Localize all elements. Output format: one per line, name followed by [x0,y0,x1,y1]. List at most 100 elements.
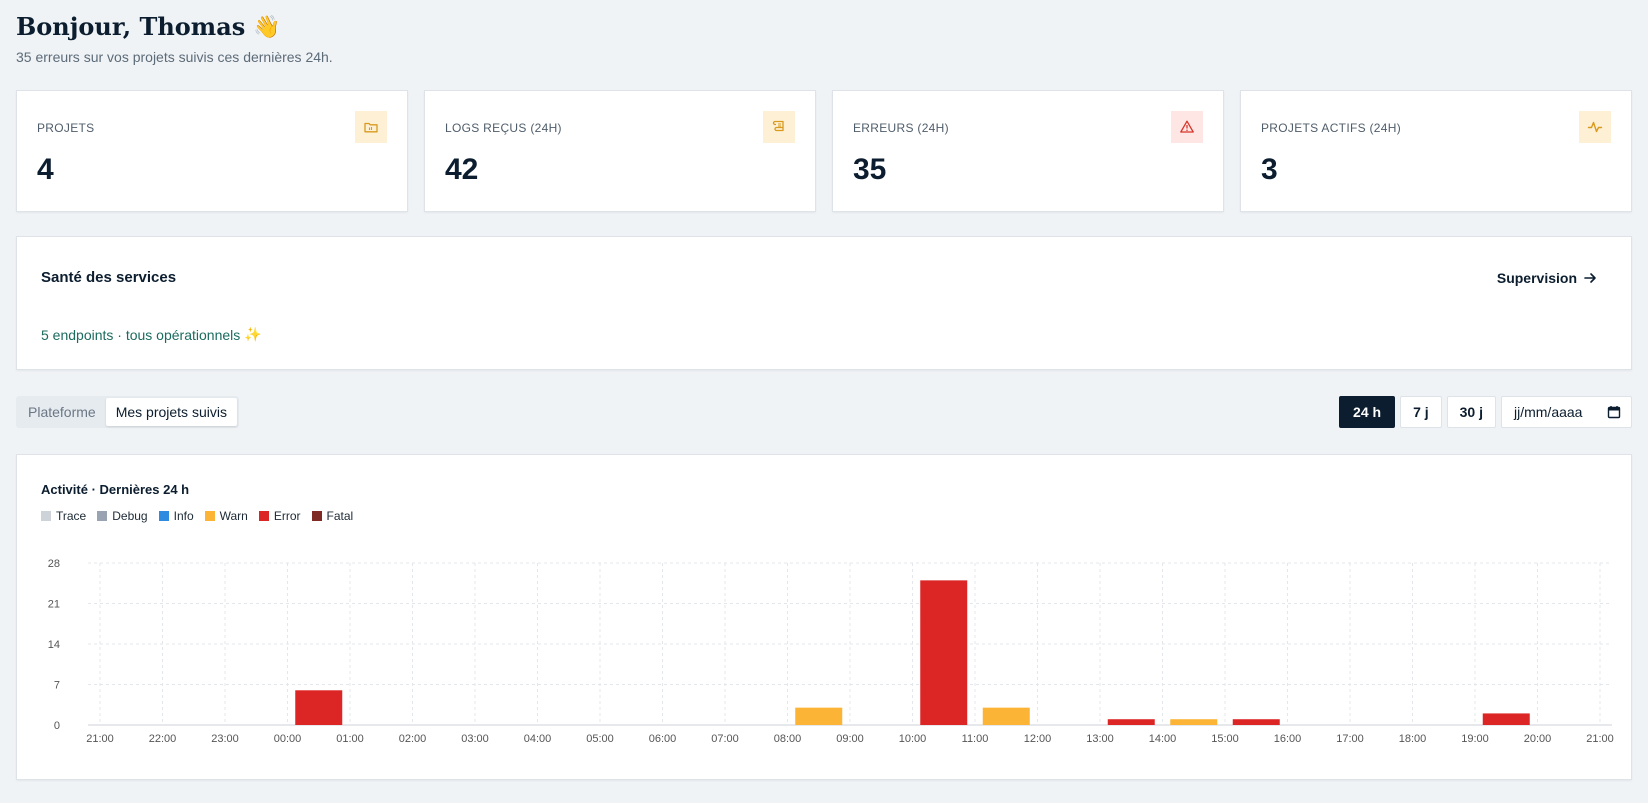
legend-label: Fatal [326,509,354,523]
x-tick-label: 06:00 [649,733,677,745]
bar-error[interactable] [295,690,343,725]
legend-item[interactable]: Fatal [311,509,354,523]
legend-item[interactable]: Trace [41,509,86,523]
legend-swatch [311,511,322,521]
x-tick-label: 21:00 [86,733,114,745]
legend-label: Warn [219,509,248,523]
calendar-icon[interactable] [1607,405,1621,419]
wave-emoji-icon: 👋 [253,13,281,40]
supervision-link-label: Supervision [1496,270,1577,286]
x-tick-label: 20:00 [1524,733,1552,745]
service-health-card: Santé des services Supervision 5 endpoin… [16,236,1632,370]
stat-value: 4 [37,153,54,186]
legend-item[interactable]: Debug [97,509,148,523]
stat-card: ERREURS (24H) 35 [832,90,1224,212]
warning-icon [1171,111,1203,143]
chart-title: Activité · Dernières 24 h [41,482,190,497]
stat-card: PROJETS ACTIFS (24H) 3 [1240,90,1632,212]
x-tick-label: 00:00 [274,733,302,745]
x-tick-label: 21:00 [1586,733,1614,745]
x-tick-label: 15:00 [1211,733,1239,745]
y-tick-label: 7 [54,680,60,692]
date-input[interactable]: jj/mm/aaaa [1501,396,1632,428]
legend-swatch [258,511,269,521]
x-tick-label: 09:00 [836,733,864,745]
supervision-link[interactable]: Supervision [1497,270,1597,286]
legend-swatch [204,511,215,521]
bar-warn[interactable] [982,707,1030,725]
legend-item[interactable]: Error [258,509,301,523]
sparkles-icon: ✨ [244,326,262,342]
stat-label: ERREURS (24H) [853,121,949,135]
stat-value: 42 [445,153,479,186]
date-input-placeholder: jj/mm/aaaa [1514,404,1583,420]
service-health-status: 5 endpoints · tous opérationnels ✨ [41,326,262,343]
x-tick-label: 12:00 [1024,733,1052,745]
x-tick-label: 03:00 [461,733,489,745]
greeting-title: Bonjour, Thomas 👋 [16,12,333,41]
activity-chart-card: Activité · Dernières 24 h Trace Debug Info… [16,454,1632,780]
legend-label: Info [173,509,194,523]
time-range-selector: 24 h 7 j 30 j jj/mm/aaaa [1339,396,1632,428]
stat-value: 35 [853,153,887,186]
x-tick-label: 19:00 [1461,733,1489,745]
stat-label: LOGS REÇUS (24H) [445,121,562,135]
scroll-icon [763,111,795,143]
folder-icon [355,111,387,143]
arrow-right-icon [1584,273,1596,283]
legend-label: Debug [112,509,148,523]
x-tick-label: 04:00 [524,733,552,745]
range-button-30d[interactable]: 30 j [1446,396,1496,428]
y-tick-label: 21 [48,599,60,611]
service-health-status-text: 5 endpoints · tous opérationnels [41,326,241,343]
y-tick-label: 28 [48,558,60,570]
x-tick-label: 02:00 [399,733,427,745]
x-tick-label: 22:00 [149,733,177,745]
x-tick-label: 11:00 [962,733,989,745]
scope-toggle: Plateforme Mes projets suivis [16,396,239,428]
bar-error[interactable] [1482,713,1530,725]
bar-warn[interactable] [1170,719,1218,725]
activity-icon [1579,111,1611,143]
x-tick-label: 14:00 [1149,733,1177,745]
activity-chart: 0 7 14 21 28 21:00 22:00 23:00 00:00 01:00 02:00 03… [48,558,1614,745]
x-tick-label: 08:00 [774,733,802,745]
x-tick-label: 05:00 [586,733,614,745]
stat-value: 3 [1261,153,1278,186]
x-tick-label: 01:00 [336,733,364,745]
legend-swatch [158,511,169,521]
bar-error[interactable] [1232,719,1280,725]
legend-label: Trace [56,509,87,523]
greeting-text: Bonjour, Thomas [16,12,246,41]
legend-item[interactable]: Info [158,509,194,523]
bar-error[interactable] [920,580,968,725]
stat-card: PROJETS 4 [16,90,408,212]
legend-label: Error [273,509,301,523]
y-tick-label: 0 [54,720,60,732]
range-button-7d[interactable]: 7 j [1400,396,1442,428]
x-tick-label: 10:00 [899,733,927,745]
greeting-subtitle: 35 erreurs sur vos projets suivis ces de… [16,49,333,65]
x-tick-label: 16:00 [1274,733,1302,745]
x-tick-label: 07:00 [711,733,739,745]
legend-swatch [41,511,51,521]
bar-error[interactable] [1107,719,1155,725]
chart-legend: Trace Debug Info Warn Error Fatal [41,509,353,523]
stat-label: PROJETS ACTIFS (24H) [1261,121,1402,135]
bar-warn[interactable] [795,707,843,725]
range-button-24h[interactable]: 24 h [1339,396,1396,428]
scope-option-followed-projects[interactable]: Mes projets suivis [105,398,237,426]
legend-swatch [97,511,108,521]
service-health-title: Santé des services [41,269,177,286]
scope-option-platform[interactable]: Plateforme [28,404,96,420]
legend-item[interactable]: Warn [204,509,248,523]
y-tick-label: 14 [48,639,60,651]
stat-label: PROJETS [37,121,95,135]
x-tick-label: 13:00 [1086,733,1114,745]
x-tick-label: 18:00 [1399,733,1427,745]
x-tick-label: 17:00 [1336,733,1364,745]
page-header: Bonjour, Thomas 👋 35 erreurs sur vos pro… [16,12,333,65]
stat-card: LOGS REÇUS (24H) 42 [424,90,816,212]
stats-row: PROJETS 4 LOGS REÇUS (24H) 42 ERREURS (24H) 3… [16,90,1632,212]
x-tick-label: 23:00 [211,733,239,745]
